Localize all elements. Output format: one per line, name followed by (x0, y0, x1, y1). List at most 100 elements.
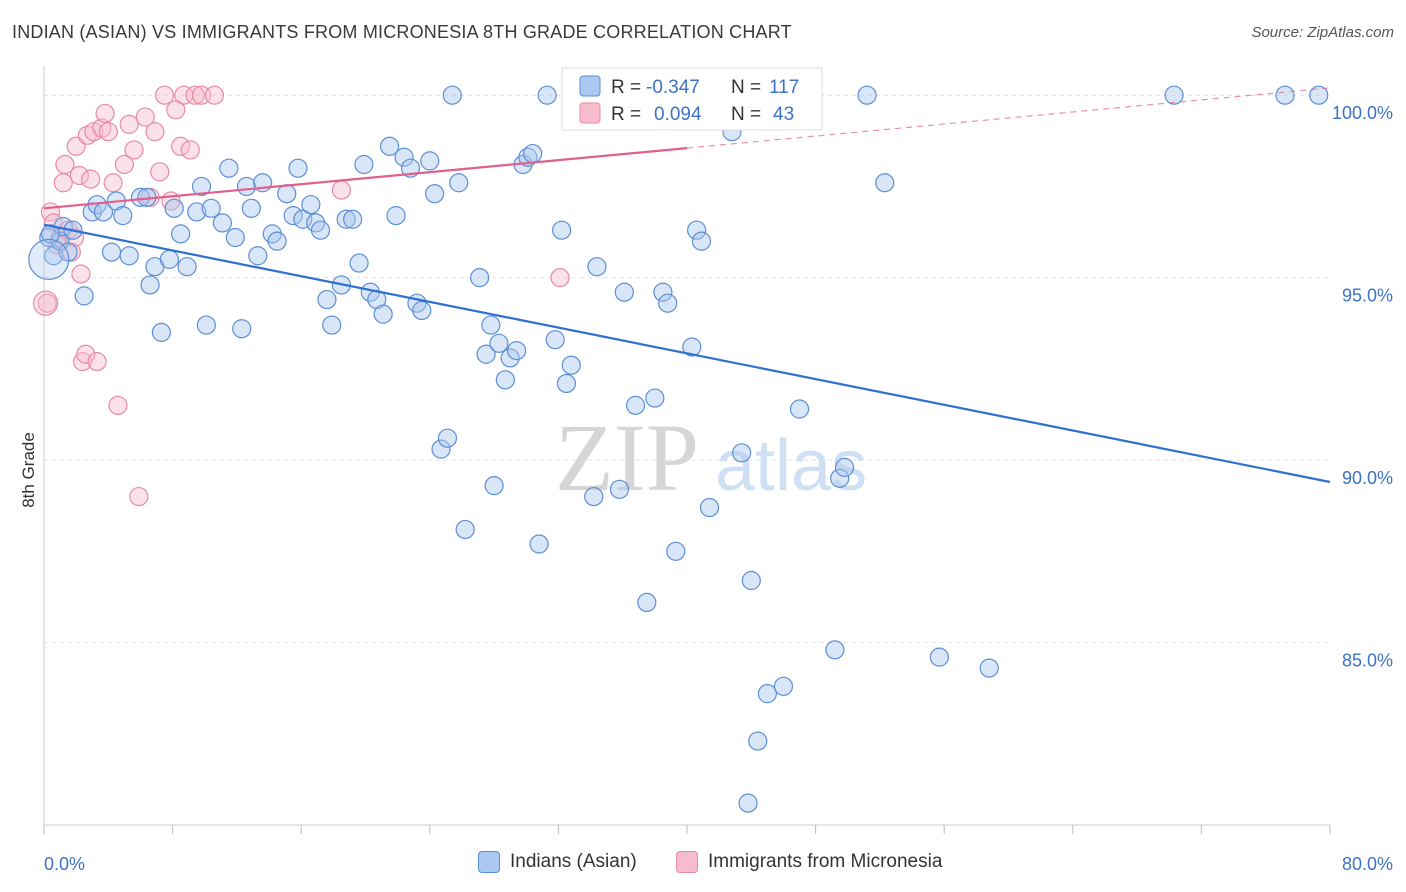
data-point (53, 173, 73, 193)
data-point (95, 103, 115, 124)
data-point (556, 373, 577, 394)
data-point (561, 355, 581, 375)
legend-item-indians: Indians (Asian) (478, 851, 637, 873)
data-point (682, 337, 702, 357)
data-point (449, 173, 469, 193)
data-point (834, 457, 855, 477)
data-point (609, 479, 630, 499)
data-point (1309, 85, 1329, 105)
data-point (119, 246, 139, 266)
trend-line-indians (43, 223, 1331, 484)
axes (43, 66, 1331, 834)
data-point (201, 198, 221, 218)
data-point (455, 519, 475, 540)
data-point (658, 293, 678, 313)
data-point (386, 206, 406, 226)
data-point (166, 100, 186, 120)
y-tick-label: 95.0% (1342, 286, 1393, 306)
legend-r-value-pink: 0.094 (654, 104, 702, 125)
data-point (552, 220, 572, 240)
data-point (283, 206, 303, 226)
data-point (687, 220, 707, 240)
data-point (267, 231, 287, 251)
data-point (349, 253, 369, 273)
data-point (699, 497, 720, 518)
data-point (103, 173, 123, 193)
data-point (420, 151, 440, 171)
data-point (645, 388, 665, 408)
data-point (431, 439, 451, 459)
data-point (425, 184, 445, 204)
data-point (1275, 85, 1295, 105)
data-point (394, 147, 414, 167)
data-point (738, 793, 758, 813)
y-tick-label: 90.0% (1342, 468, 1393, 488)
data-point (113, 206, 133, 226)
data-point (442, 85, 462, 105)
data-point (789, 399, 810, 419)
data-point (380, 136, 400, 156)
series-indians-points (28, 85, 1329, 813)
data-point (191, 176, 212, 197)
y-axis-label: 8th Grade (19, 432, 38, 508)
data-point (545, 330, 565, 350)
data-point (691, 231, 712, 251)
data-point (212, 213, 233, 233)
data-point (58, 242, 78, 262)
data-point (653, 282, 673, 302)
legend-r-value-blue: -0.347 (646, 77, 700, 98)
data-point (241, 198, 261, 218)
x-tick-label-min: 0.0% (44, 854, 85, 874)
data-point (437, 428, 458, 448)
data-point (537, 85, 557, 105)
legend-swatch-indians (478, 851, 500, 873)
data-point (171, 136, 191, 156)
data-point (875, 173, 895, 193)
data-point (857, 85, 877, 105)
data-point (481, 315, 501, 335)
data-point (373, 304, 393, 324)
data-point (336, 209, 356, 229)
data-point (204, 85, 224, 105)
data-point (171, 224, 191, 244)
data-point (87, 351, 107, 372)
data-point (159, 249, 179, 269)
data-point (979, 658, 999, 678)
data-point (331, 180, 351, 200)
data-point (354, 154, 374, 175)
data-point (741, 570, 761, 591)
legend-label-micronesia: Immigrants from Micronesia (708, 851, 943, 872)
data-point (523, 143, 543, 164)
data-point (484, 476, 504, 496)
data-point (129, 486, 149, 507)
source-label: Source: ZipAtlas.com (1251, 24, 1394, 41)
bottom-legend: Indians (Asian) Immigrants from Micrones… (0, 851, 1406, 877)
data-point (150, 162, 170, 182)
data-point (500, 348, 520, 368)
data-point (40, 224, 61, 244)
legend-n-value-pink: 43 (773, 104, 794, 125)
legend-label-indians: Indians (Asian) (510, 851, 637, 872)
data-point (666, 541, 686, 561)
data-point (81, 169, 101, 189)
data-point (310, 220, 331, 240)
data-point (219, 158, 239, 178)
data-point (317, 289, 337, 310)
data-point (55, 154, 75, 175)
data-point (732, 443, 752, 463)
data-point (277, 184, 297, 204)
data-point (180, 140, 200, 160)
trend-line-micronesia-extension (686, 87, 1331, 149)
data-point (187, 202, 207, 222)
data-point (507, 341, 527, 361)
data-point (825, 640, 845, 660)
data-point (135, 107, 155, 127)
legend-r-label-blue: R = (611, 77, 641, 98)
data-point (489, 333, 509, 353)
data-point (529, 534, 549, 554)
data-point (322, 315, 342, 335)
trend-line-micronesia (43, 147, 688, 210)
data-point (114, 154, 134, 175)
data-point (33, 290, 59, 316)
